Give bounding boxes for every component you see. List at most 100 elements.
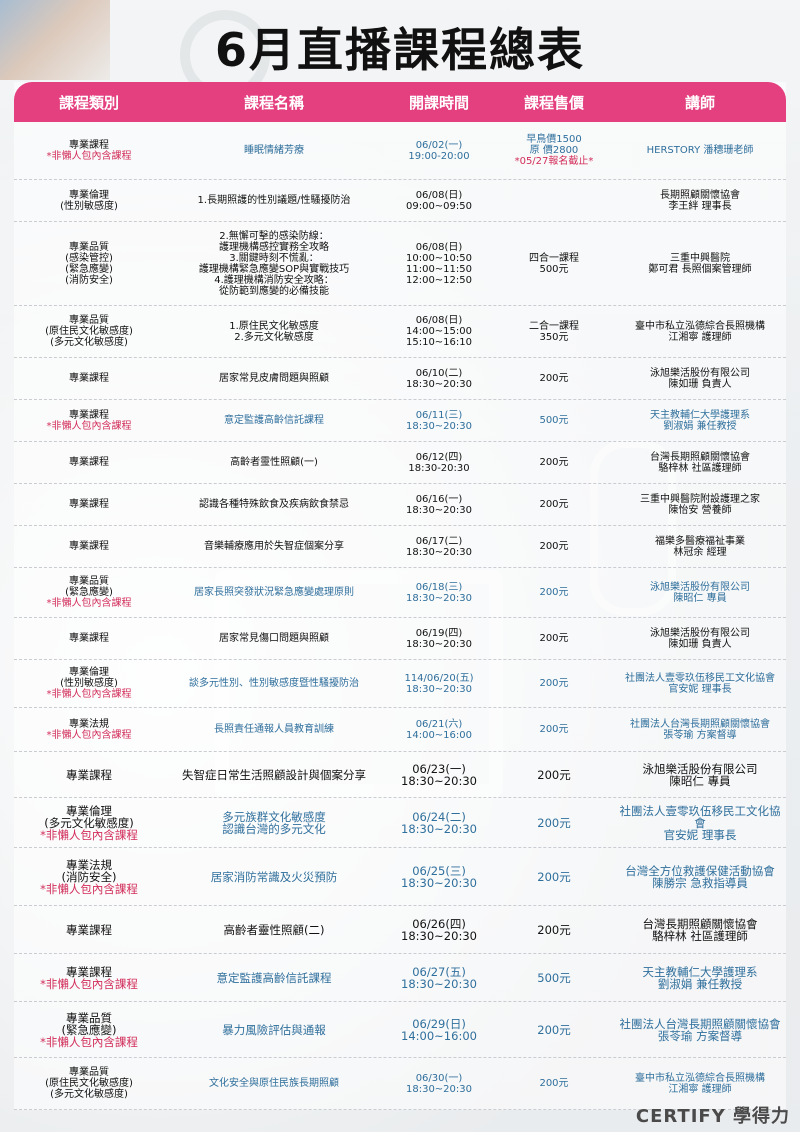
- price-text: 500元: [537, 970, 571, 985]
- teacher-cell: 長期照顧關懷協會 李王絆 理事長: [660, 189, 740, 212]
- category-cell: 專業課程: [14, 541, 164, 552]
- category-cell: 專業品質 (感染管控) (緊急應變) (消防安全): [14, 242, 164, 286]
- course-name-cell: 居家消防常識及火災預防: [210, 869, 338, 884]
- price-cell: 200元: [494, 541, 614, 552]
- header-category: 課程類別: [58, 93, 119, 112]
- price-cell: 200元: [494, 678, 614, 689]
- category-cell: 專業課程 *非懶人包內含課程: [14, 966, 164, 990]
- table-row: 專業倫理 (性別敏感度) 1.長期照護的性別議題/性騷擾防治 06/08(日) 09…: [14, 180, 786, 222]
- category-cell: 專業法規 *非懶人包內含課程: [14, 719, 164, 741]
- table-row: 專業課程 居家常見皮膚問題與照顧 06/10(二) 18:30~20:30 200元 泳…: [14, 358, 786, 400]
- course-name-cell: 居家長照突發狀況緊急應變處理原則: [194, 587, 354, 598]
- teacher-cell: 三重中興醫院 鄭可君 長照個案管理師: [648, 252, 752, 275]
- teacher-cell: 泳旭樂活股份有限公司 陳昭仁 專員: [642, 761, 758, 788]
- brand-logo: CERTIFY 學得力: [635, 1106, 790, 1127]
- non-bundle-note: *非懶人包內含課程: [40, 827, 138, 842]
- course-name-cell: 居家常見傷口問題與照顧: [219, 633, 329, 644]
- table-row: 專業課程 認識各種特殊飲食及疾病飲食禁忌 06/16(一) 18:30~20:30 2…: [14, 484, 786, 526]
- schedule-time-cell: 06/10(二) 18:30~20:30: [405, 367, 472, 390]
- price-text: 200元: [539, 633, 569, 644]
- category-text: 專業課程: [66, 964, 112, 979]
- price-cell: 200元: [494, 373, 614, 384]
- non-bundle-note: *非懶人包內含課程: [46, 150, 132, 162]
- teacher-cell: 福樂多醫療福祉事業 林冠余 經理: [655, 535, 745, 558]
- price-cell: 500元: [494, 972, 614, 984]
- course-name-cell: 暴力風險評估與通報: [222, 1022, 326, 1037]
- non-bundle-note: *非懶人包內含課程: [46, 689, 132, 700]
- category-text: 專業課程: [69, 541, 109, 552]
- teacher-cell: 社團法人壹零玖伍移民工文化協會 官安妮 理事長: [625, 672, 775, 695]
- price-text: 200元: [539, 587, 569, 598]
- course-name-cell: 多元族群文化敏感度 認識台灣的多元文化: [222, 809, 326, 836]
- category-cell: 專業課程: [14, 499, 164, 510]
- price-cell: 200元: [494, 924, 614, 936]
- table-row: 專業課程 *非懶人包內含課程 意定監護高齡信託課程 06/11(三) 18:30~20…: [14, 400, 786, 442]
- category-text: 專業課程: [66, 922, 112, 937]
- table-row: 專業倫理 (性別敏感度) *非懶人包內含課程 談多元性別、性別敏感度暨性騷擾防治 11…: [14, 660, 786, 708]
- course-name-cell: 1.長期照護的性別議題/性騷擾防治: [197, 195, 351, 206]
- table-row: 專業課程 音樂輔療應用於失智症個案分享 06/17(二) 18:30~20:30 20…: [14, 526, 786, 568]
- schedule-time-cell: 114/06/20(五) 18:30~20:30: [404, 672, 474, 695]
- category-cell: 專業課程: [14, 924, 164, 936]
- schedule-time-cell: 06/23(一) 18:30~20:30: [401, 761, 477, 788]
- category-text: 專業課程: [69, 139, 109, 151]
- category-cell: 專業課程 *非懶人包內含課程: [14, 140, 164, 162]
- teacher-cell: 泳旭樂活股份有限公司 陳如珊 負責人: [650, 627, 750, 650]
- schedule-time-cell: 06/11(三) 18:30~20:30: [405, 409, 472, 432]
- price-cell: 200元: [494, 457, 614, 468]
- schedule-time-cell: 06/18(三) 18:30~20:30: [405, 581, 472, 604]
- course-name-cell: 音樂輔療應用於失智症個案分享: [204, 541, 344, 552]
- price-cell: 200元: [494, 817, 614, 829]
- price-cell: 200元: [494, 499, 614, 510]
- category-cell: 專業課程: [14, 769, 164, 781]
- header-time: 開課時間: [408, 93, 469, 112]
- corner-photo: [0, 0, 110, 80]
- teacher-cell: HERSTORY 潘穗珊老師: [646, 145, 754, 156]
- category-text: 專業課程: [66, 767, 112, 782]
- teacher-cell: 泳旭樂活股份有限公司 陳昭仁 專員: [650, 581, 750, 604]
- course-name-cell: 認識各種特殊飲食及疾病飲食禁忌: [199, 499, 349, 510]
- price-cell: 200元: [494, 1024, 614, 1036]
- price-text: 200元: [539, 499, 569, 510]
- table-row: 專業品質 (緊急應變) *非懶人包內含課程 居家長照突發狀況緊急應變處理原則 06/1…: [14, 568, 786, 618]
- header-teacher: 講師: [684, 93, 715, 112]
- price-cell: 200元: [494, 587, 614, 598]
- category-text: 專業課程: [69, 499, 109, 510]
- category-text: 專業課程: [69, 633, 109, 644]
- non-bundle-note: *非懶人包內含課程: [40, 1034, 138, 1049]
- category-cell: 專業倫理 (性別敏感度): [14, 190, 164, 212]
- schedule-time-cell: 06/21(六) 14:00~16:00: [405, 718, 472, 741]
- teacher-cell: 泳旭樂活股份有限公司 陳如珊 負責人: [650, 367, 750, 390]
- category-cell: 專業品質 (緊急應變) *非懶人包內含課程: [14, 1012, 164, 1048]
- table-row: 專業課程 失智症日常生活照顧設計與個案分享 06/23(一) 18:30~20:30…: [14, 752, 786, 798]
- price-text: 200元: [539, 724, 569, 735]
- table-row: 專業品質 (原住民文化敏感度) (多元文化敏感度) 1.原住民文化敏感度 2.多元…: [14, 306, 786, 358]
- category-cell: 專業倫理 (多元文化敏感度) *非懶人包內含課程: [14, 805, 164, 841]
- price-text: 200元: [537, 767, 571, 782]
- table-row: 專業課程 高齡者靈性照顧(二) 06/26(四) 18:30~20:30 200元 台灣…: [14, 906, 786, 954]
- non-bundle-note: *非懶人包內含課程: [46, 729, 132, 741]
- table-row: 專業品質 (感染管控) (緊急應變) (消防安全) 2.無懈可擊的感染防線： 護理…: [14, 222, 786, 306]
- price-cell: 四合一課程 500元: [494, 253, 614, 275]
- price-cell: 二合一課程 350元: [494, 321, 614, 343]
- course-name-cell: 2.無懈可擊的感染防線： 護理機構感控實務全攻略 3.關鍵時刻不慌亂： 護理機構…: [198, 230, 350, 297]
- table-row: 專業法規 *非懶人包內含課程 長照責任通報人員教育訓練 06/21(六) 14:00~…: [14, 708, 786, 752]
- price-cell: 200元: [494, 1078, 614, 1089]
- teacher-cell: 臺中市私立泓德綜合長照機構 江湘寧 護理師: [635, 320, 765, 343]
- table-row: 專業課程 *非懶人包內含課程 意定監護高齡信託課程 06/27(五) 18:30~20…: [14, 954, 786, 1002]
- category-text: 專業品質 (緊急應變): [61, 1010, 117, 1037]
- category-text: 專業課程: [69, 409, 109, 421]
- price-text: 200元: [539, 457, 569, 468]
- category-text: 專業品質 (感染管控) (緊急應變) (消防安全): [65, 241, 113, 286]
- price-text: 200元: [539, 678, 569, 689]
- teacher-cell: 天主教輔仁大學護理系 劉淑娟 兼任教授: [650, 409, 750, 432]
- header-price: 課程售價: [523, 93, 584, 112]
- teacher-cell: 社團法人壹零玖伍移民工文化協會 官安妮 理事長: [619, 803, 781, 842]
- category-cell: 專業課程: [14, 373, 164, 384]
- table-row: 專業倫理 (多元文化敏感度) *非懶人包內含課程 多元族群文化敏感度 認識台灣的多元…: [14, 798, 786, 848]
- price-text: 200元: [539, 1078, 569, 1089]
- table-header: 課程類別 課程名稱 開課時間 課程售價 講師: [14, 82, 786, 122]
- course-name-cell: 長照責任通報人員教育訓練: [214, 724, 334, 735]
- category-cell: 專業品質 (原住民文化敏感度) (多元文化敏感度): [14, 1067, 164, 1100]
- course-name-cell: 意定監護高齡信託課程: [224, 415, 324, 426]
